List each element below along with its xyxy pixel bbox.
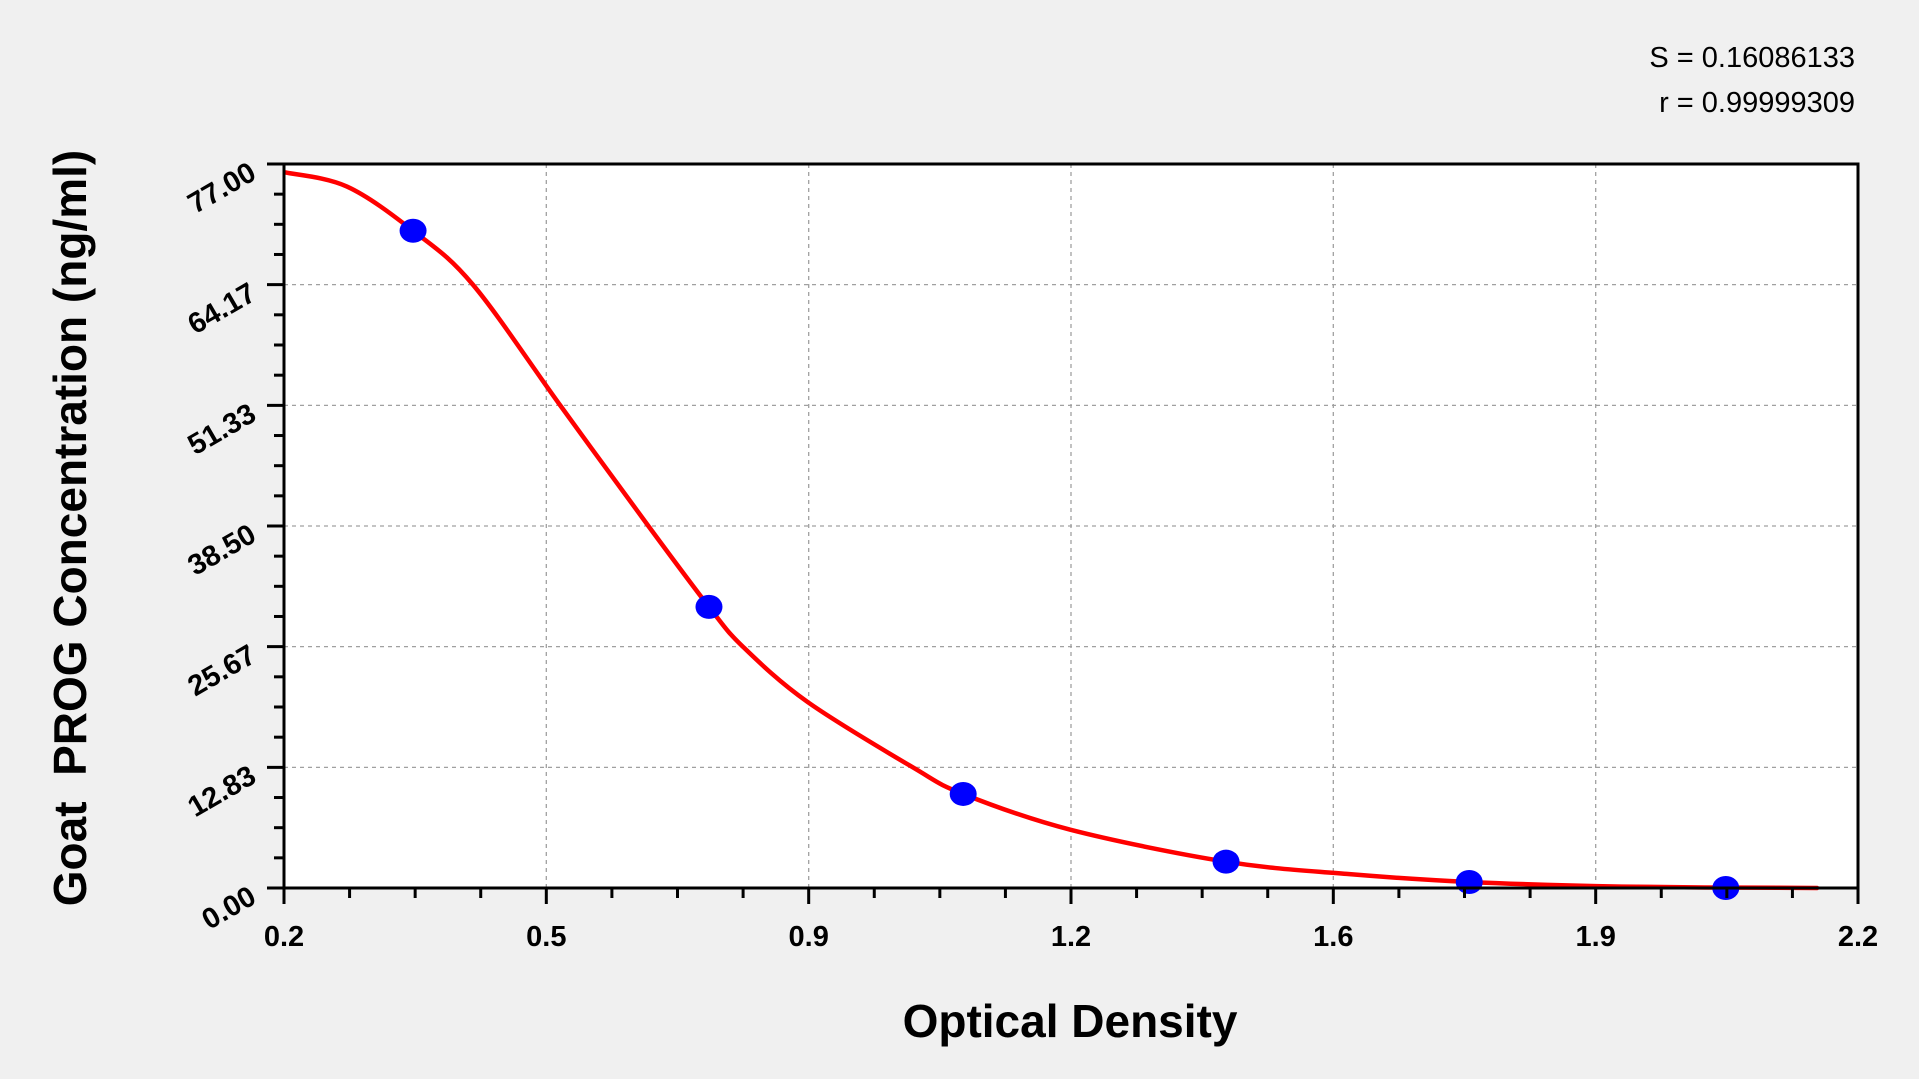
- y-tick-label: 64.17: [183, 277, 262, 341]
- y-axis-title: Goat PROG Concentration (ng/ml): [44, 149, 96, 907]
- data-point: [949, 781, 977, 806]
- x-tick-label: 1.6: [1313, 921, 1353, 953]
- grid-lines: [284, 164, 1858, 888]
- data-point: [1455, 869, 1483, 894]
- x-tick-label: 1.9: [1576, 921, 1616, 953]
- x-tick-label: 0.5: [526, 921, 566, 953]
- data-points: [399, 218, 1740, 900]
- x-axis-tick-labels: 0.2 0.5 0.9 1.2 1.6 1.9 2.2: [264, 921, 1878, 953]
- x-tick-label: 0.2: [264, 921, 304, 953]
- x-tick-label: 1.2: [1051, 921, 1091, 953]
- y-tick-label: 25.67: [183, 639, 262, 703]
- y-axis-tick-labels: 0.00 12.83 25.67 38.50 51.33 64.17 77.00: [183, 156, 262, 936]
- fitted-curve: [283, 170, 1820, 891]
- x-tick-label: 2.2: [1838, 921, 1878, 953]
- y-tick-label: 77.00: [183, 156, 262, 220]
- s-value: S = 0.16086133: [1649, 42, 1855, 74]
- fit-curve-path: [283, 170, 1820, 891]
- data-point: [399, 218, 427, 243]
- data-point: [695, 594, 723, 619]
- y-tick-label: 12.83: [183, 760, 262, 824]
- fit-statistics: S = 0.16086133 r = 0.99999309: [1649, 36, 1855, 126]
- data-point: [1212, 849, 1240, 874]
- y-tick-label: 38.50: [183, 518, 262, 582]
- r-value: r = 0.99999309: [1659, 87, 1855, 119]
- x-tick-label: 0.9: [789, 921, 829, 953]
- y-tick-label: 0.00: [197, 880, 262, 936]
- axis-ticks: [267, 162, 1860, 904]
- x-axis-title: Optical Density: [902, 995, 1238, 1047]
- y-tick-label: 51.33: [183, 398, 262, 462]
